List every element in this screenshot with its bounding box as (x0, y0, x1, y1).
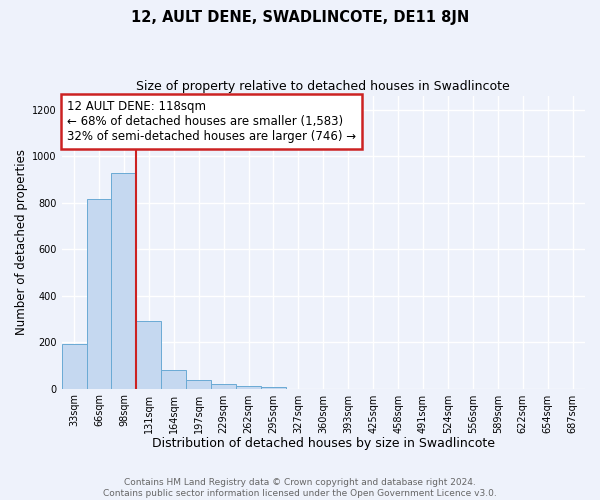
Bar (112, 174, 136, 388)
Text: 12, AULT DENE, SWADLINCOTE, DE11 8JN: 12, AULT DENE, SWADLINCOTE, DE11 8JN (131, 10, 469, 25)
Title: Size of property relative to detached houses in Swadlincote: Size of property relative to detached ho… (136, 80, 510, 93)
Bar (261, 386, 286, 388)
X-axis label: Distribution of detached houses by size in Swadlincote: Distribution of detached houses by size … (152, 437, 495, 450)
Y-axis label: Number of detached properties: Number of detached properties (15, 149, 28, 335)
Bar (211, 384, 236, 388)
Bar (186, 380, 211, 388)
Text: Contains HM Land Registry data © Crown copyright and database right 2024.
Contai: Contains HM Land Registry data © Crown c… (103, 478, 497, 498)
Bar (62, 344, 86, 389)
Bar (161, 370, 186, 388)
Text: 12 AULT DENE: 118sqm
← 68% of detached houses are smaller (1,583)
32% of semi-de: 12 AULT DENE: 118sqm ← 68% of detached h… (67, 100, 356, 143)
Bar (86, 199, 112, 388)
Bar (236, 386, 261, 388)
Bar (136, 321, 161, 388)
